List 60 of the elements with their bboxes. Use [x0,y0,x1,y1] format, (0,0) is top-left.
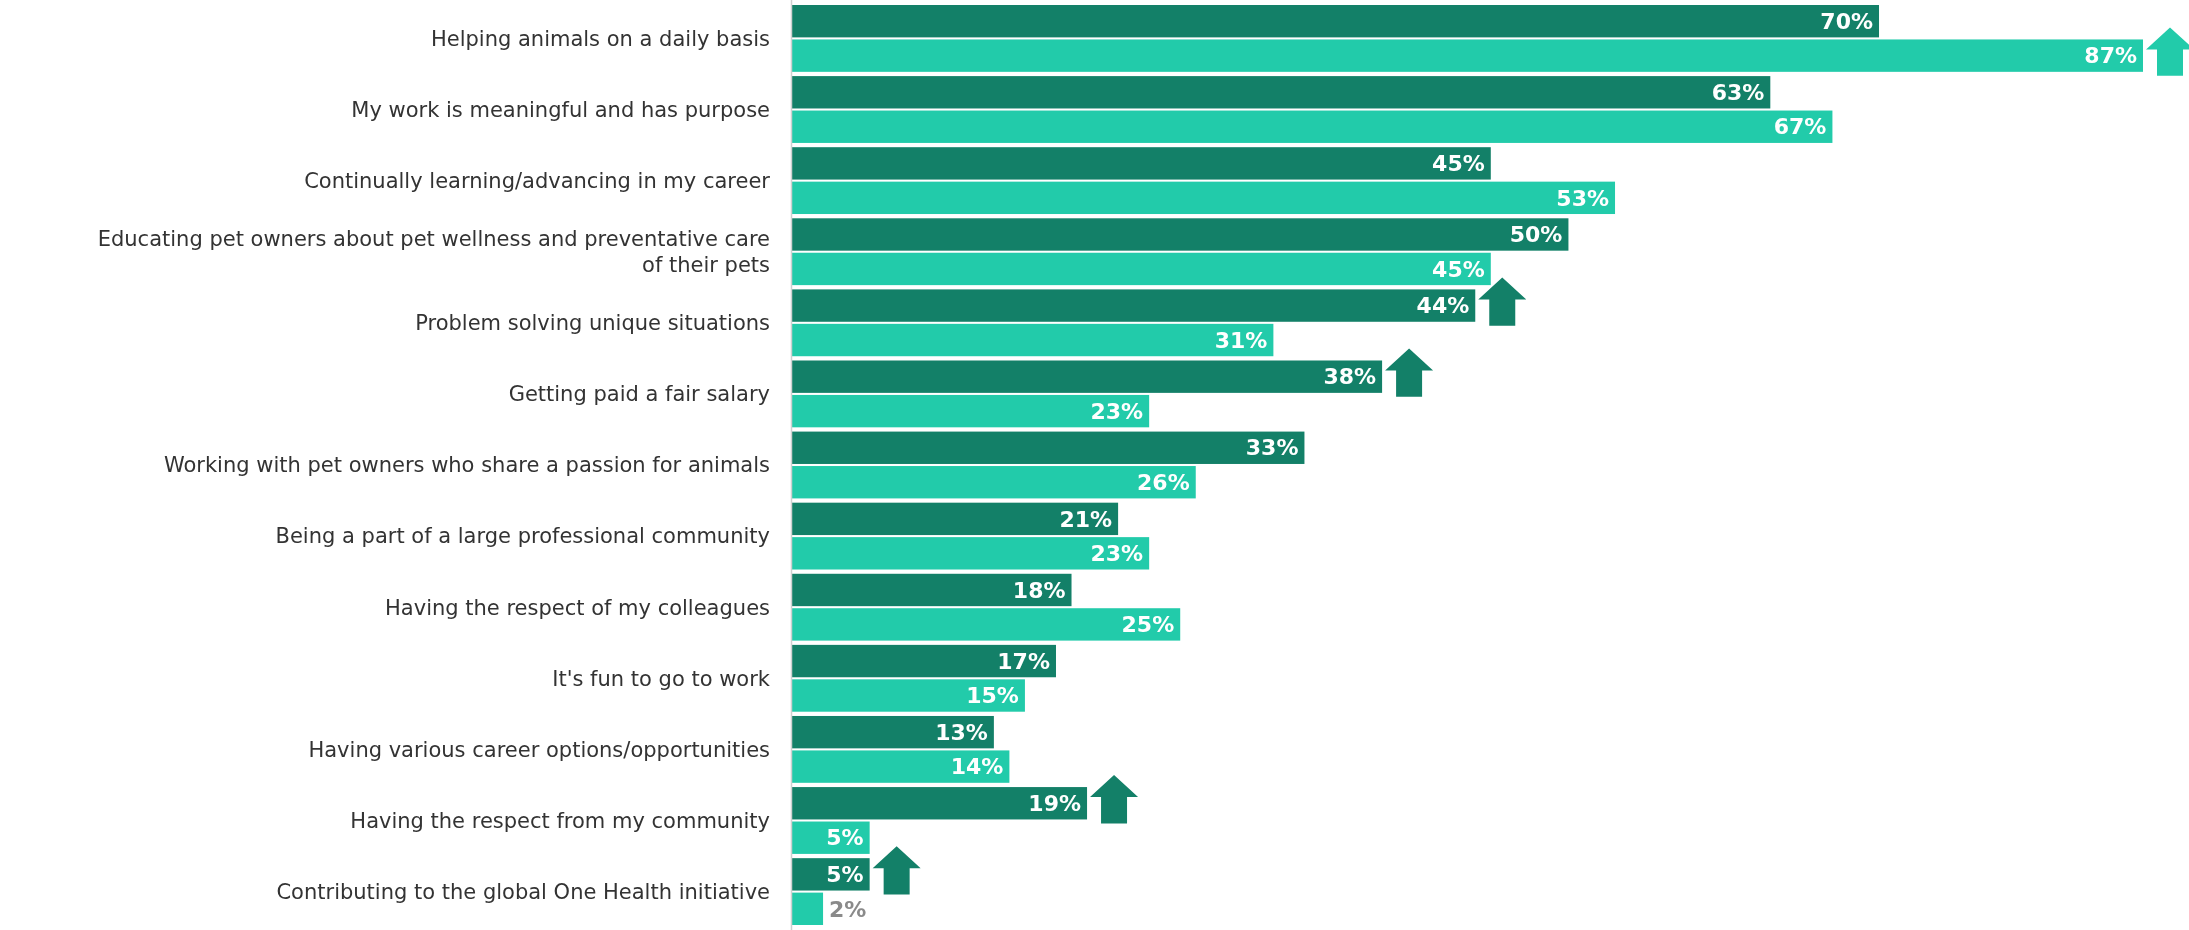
y-tick-label: It's fun to go to work [552,666,771,691]
data-label: 45% [1432,256,1485,282]
data-label: 70% [1820,8,1874,34]
bar [792,644,1056,678]
bar [792,394,1150,428]
bar [792,76,1771,109]
data-label: 44% [1416,293,1470,319]
bar [792,502,1119,536]
bar [792,110,1833,143]
data-label: 50% [1509,222,1563,248]
data-label: 87% [2084,43,2137,69]
bar [792,181,1616,215]
data-label: 17% [997,648,1050,674]
bar [792,573,1072,607]
data-label: 67% [1773,114,1827,140]
data-label: 19% [1028,790,1082,816]
bar [792,252,1491,286]
bar [792,5,1880,38]
bar [792,218,1569,251]
data-label: 63% [1711,79,1765,105]
data-label: 14% [950,754,1004,780]
bar [792,147,1491,180]
data-label: 5% [826,825,864,851]
data-label: 25% [1121,612,1175,638]
bar [792,431,1305,464]
y-tick-label: Having the respect of my colleagues [385,595,770,620]
bar [792,892,824,925]
y-tick-label: My work is meaningful and has purpose [351,97,770,122]
data-label: 21% [1059,506,1113,532]
data-label: 38% [1323,364,1377,390]
y-tick-label: Working with pet owners who share a passion for animals [163,453,770,478]
y-tick-label: Continually learning/advancing in my career [304,168,771,193]
data-label: 2% [829,896,867,922]
data-label: 23% [1090,398,1144,424]
y-tick-label: Helping animals on a daily basis [430,26,770,51]
data-label: 15% [966,683,1019,709]
data-label: 31% [1214,327,1268,353]
bar [792,715,994,749]
bar [792,679,1025,712]
data-label: 18% [1012,577,1066,603]
bar [792,39,2143,72]
bar [792,323,1274,357]
bar [792,537,1150,570]
data-label: 5% [826,862,864,888]
y-tick-label: Educating pet owners about pet wellness and preventative care of their pets [97,227,770,277]
bar [792,466,1196,499]
y-tick-label: Getting paid a fair salary [508,382,770,407]
data-label: 33% [1245,435,1299,461]
bar [792,750,1010,783]
data-label: 53% [1556,185,1610,211]
data-label: 26% [1137,469,1190,495]
data-label: 45% [1432,151,1485,177]
data-label: 23% [1090,541,1144,567]
y-tick-label: Being a part of a large professional community [275,524,770,549]
y-tick-label: Having the respect from my community [350,808,770,833]
y-tick-label: Having various career options/opportunities [308,737,770,762]
data-label: 13% [935,719,988,745]
y-tick-label: Contributing to the global One Health initiative [276,879,770,904]
y-tick-label: Problem solving unique situations [415,311,770,336]
bar [792,608,1181,641]
